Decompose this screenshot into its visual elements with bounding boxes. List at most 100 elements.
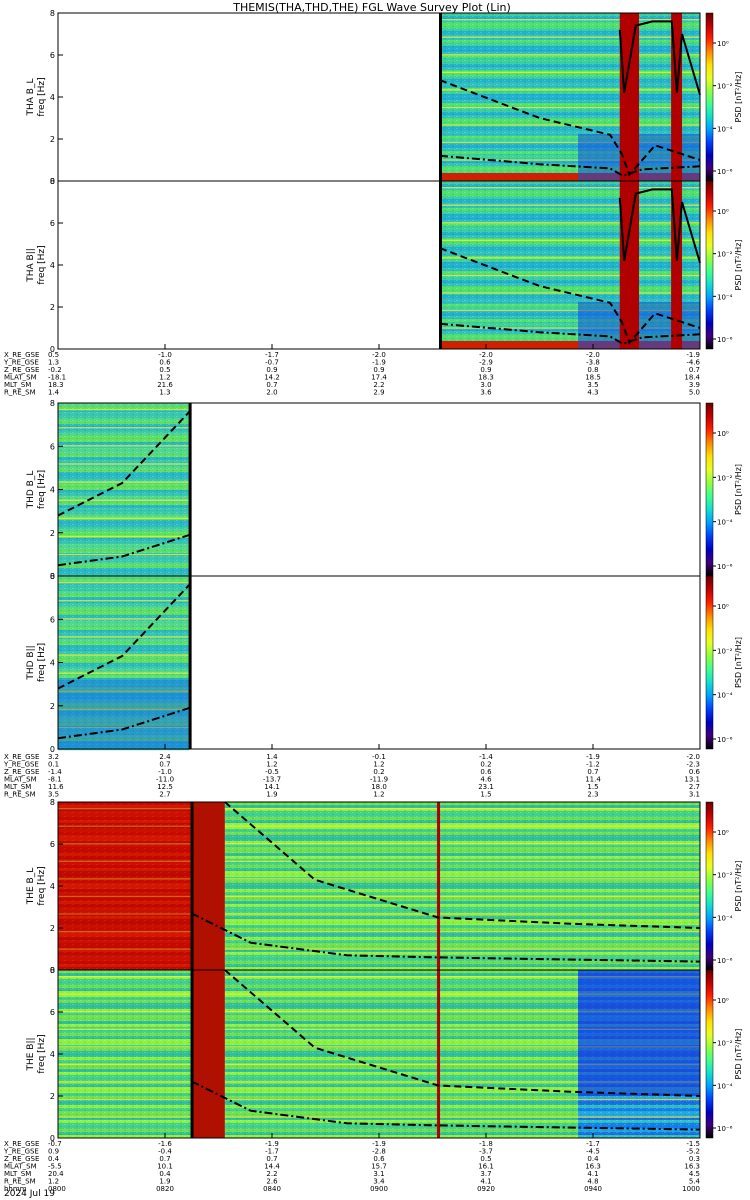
spectrogram-texture	[224, 802, 579, 970]
colorbar-tick-label: 10⁻⁴	[717, 1082, 733, 1090]
spectrogram-line	[58, 636, 190, 638]
spectrogram-line	[439, 187, 700, 189]
ephemeris-value: -2.3	[686, 761, 700, 769]
ephemeris-value: 20.4	[48, 1170, 64, 1178]
ephemeris-value: 2.0	[266, 389, 277, 397]
high-psd-region	[58, 802, 192, 970]
ephemeris-value: 0.7	[587, 768, 598, 776]
ephemeris-value: 0.7	[266, 1155, 277, 1163]
ephemeris-value: 0800	[48, 1185, 66, 1193]
ephemeris-value: 1.2	[373, 791, 384, 799]
ephemeris-value: 1.2	[266, 761, 277, 769]
colorbar-tick-label: 10⁻²	[717, 251, 733, 259]
y-tick-label: 8	[50, 399, 55, 408]
ephemeris-row-label: Z_RE_GSE	[4, 768, 39, 776]
y-tick-label: 0	[50, 177, 55, 186]
ephemeris-value: -8.1	[48, 776, 62, 784]
spectrogram-line	[578, 913, 700, 915]
panel-tha-bperp: 0 2 4 6 8 THA B_L freq [Hz] 10⁰ 10⁻² 10⁻⁴ 10⁻⁶ PSD …	[26, 9, 743, 186]
ephemeris-value: 0.2	[373, 768, 384, 776]
colorbar-tick-label: 10⁻²	[717, 1040, 733, 1048]
y-tick-label: 6	[50, 219, 55, 228]
ephemeris-value: 5.0	[689, 389, 700, 397]
y-tick-label: 2	[50, 924, 55, 933]
ephemeris-row-label: MLT_SM	[4, 783, 31, 791]
ephemeris-value: 4.5	[689, 1170, 700, 1178]
ephemeris-row-label: X_RE_GSE	[4, 753, 39, 761]
y-tick-label: 0	[50, 1134, 55, 1143]
dash-dot-curve	[57, 706, 190, 740]
y-tick-label: 4	[50, 882, 55, 891]
gyrofrequency-curve	[618, 20, 701, 96]
spectrogram-line	[58, 535, 190, 538]
ephemeris-value: -1.7	[265, 1148, 279, 1156]
spectrogram-line	[224, 976, 579, 978]
ephemeris-value: -1.8	[479, 1140, 493, 1148]
panel-the-bpar: 0 2 4 6 8 THE B|| freq [Hz] 10⁰ 10⁻² 10⁻⁴ 10⁻⁶ PSD …	[26, 966, 743, 1143]
ephemeris-value: 16.3	[585, 1163, 601, 1171]
ephemeris-value: 3.5	[587, 381, 598, 389]
spectrogram-line	[58, 517, 190, 519]
panel-the-bperp: 0 2 4 6 8 THE B_L freq [Hz] 10⁰ 10⁻² 10⁻⁴ 10⁻⁶ PSD …	[26, 798, 743, 975]
spectrogram-line	[439, 89, 700, 91]
ephemeris-value: 16.1	[478, 1163, 494, 1171]
ephemeris-value: 14.1	[264, 783, 280, 791]
ephemeris-table: X_RE_GSE 0.5 -1.0 -1.7 -2.0 -2.0 -2.0 -1.9Y_RE_…	[3, 351, 701, 397]
dashed-curve	[224, 969, 701, 1097]
data-edge	[190, 802, 194, 970]
ephemeris-value: -1.6	[158, 1140, 172, 1148]
ephemeris-value: -1.7	[586, 1140, 600, 1148]
ephemeris-value: -2.0	[479, 351, 493, 359]
spectrogram-line	[224, 1063, 579, 1066]
colorbar-tick-label: 10⁰	[717, 40, 729, 48]
y-tick-label: 4	[50, 659, 55, 668]
high-psd-band	[619, 13, 640, 181]
colorbar-label: PSD [nT²/Hz]	[734, 1029, 743, 1080]
y-tick-label: 0	[50, 745, 55, 754]
ephemeris-value: -5.5	[48, 1163, 62, 1171]
y-tick-label: 0	[50, 966, 55, 975]
ephemeris-value: 15.7	[371, 1163, 387, 1171]
colorbar-tick-label: 10⁻⁴	[717, 125, 733, 133]
y-tick-label: 6	[50, 1008, 55, 1017]
colorbar-tick-label: 10⁰	[717, 829, 729, 837]
y-axis-label: freq [Hz]	[37, 866, 47, 905]
colorbar-label: PSD [nT²/Hz]	[734, 72, 743, 123]
ephemeris-value: 10.1	[157, 1163, 173, 1171]
panel-label: THD B||	[26, 645, 36, 680]
spectrogram-line	[58, 481, 190, 483]
ephemeris-value: 0.9	[480, 366, 491, 374]
panel-thd-bpar: 0 2 4 6 8 THD B|| freq [Hz] 10⁰ 10⁻² 10⁻⁴ 10⁻⁶ PSD …	[26, 572, 743, 754]
ephemeris-value: -1.4	[48, 768, 62, 776]
ephemeris-value: 0.7	[266, 381, 277, 389]
y-axis-label: freq [Hz]	[37, 470, 47, 509]
ephemeris-value: 3.1	[689, 791, 700, 799]
ephemeris-value: -0.5	[265, 768, 279, 776]
ephemeris-value: 2.2	[373, 381, 384, 389]
spectrogram-line	[224, 930, 579, 933]
y-tick-label: 2	[50, 135, 55, 144]
colorbar	[705, 180, 714, 350]
ephemeris-row-label: MLAT_SM	[4, 374, 37, 382]
ephemeris-row-label: X_RE_GSE	[4, 351, 39, 359]
ephemeris-value: -4.5	[586, 1148, 600, 1156]
ephemeris-value: 1.9	[266, 791, 277, 799]
dash-dot-curve	[191, 1080, 701, 1131]
colorbar-tick-label: 10⁻⁶	[717, 336, 733, 344]
spectrogram-line	[578, 1116, 700, 1118]
spectrogram-line	[224, 825, 579, 827]
ephemeris-value: 1000	[682, 1185, 700, 1193]
panel-tha-bpar: 0 2 4 6 8 THA B|| freq [Hz] 10⁰ 10⁻² 10⁻⁴ 10⁻⁶ PSD …	[26, 177, 743, 354]
ephemeris-value: 0.4	[587, 1155, 599, 1163]
ephemeris-value: 3.0	[480, 381, 491, 389]
ephemeris-row-label: Y_RE_GSE	[3, 761, 39, 769]
colorbar-tick-label: 10⁰	[717, 430, 729, 438]
colorbar-tick-label: 10⁰	[717, 208, 729, 216]
ephemeris-value: -1.0	[158, 768, 172, 776]
ephemeris-value: 0.1	[48, 761, 59, 769]
ephemeris-value: 0900	[370, 1185, 388, 1193]
low-frequency-band	[439, 341, 700, 349]
ephemeris-value: -3.7	[479, 1148, 493, 1156]
spectrogram-line	[439, 257, 700, 259]
gyrofrequency-curve	[618, 188, 701, 264]
